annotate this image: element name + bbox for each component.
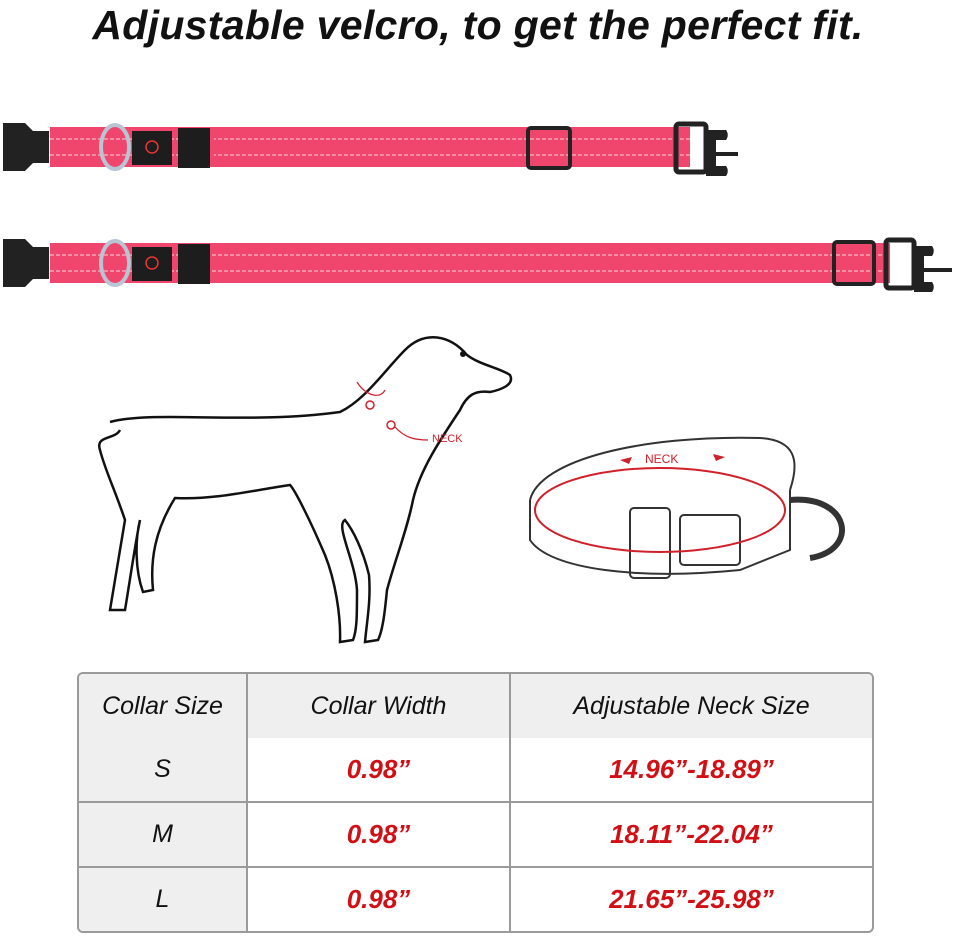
header-collar-width: Collar Width [248,674,511,738]
collar-outline-illustration [529,436,845,579]
neck-cell: 21.65”-25.98” [609,884,774,914]
table-row: L 0.98” 21.65”-25.98” [79,868,872,931]
header-neck-size: Adjustable Neck Size [511,674,872,738]
neck-cell: 18.11”-22.04” [511,803,872,868]
size-cell: S [79,738,248,803]
collar-short-image [3,121,738,176]
table-header-row: Collar Size Collar Width Adjustable Neck… [79,674,872,738]
table-row: M 0.98” 18.11”-22.04” [79,803,872,868]
size-cell: L [79,868,248,931]
neck-cell: 14.96”-18.89” [511,738,872,803]
collar-long-image [3,237,952,292]
headline: Adjustable velcro, to get the perfect fi… [92,2,864,48]
size-table: Collar Size Collar Width Adjustable Neck… [77,672,874,933]
header-collar-size: Collar Size [79,674,248,738]
table-row: S 0.98” 14.96”-18.89” [79,738,872,803]
width-cell: 0.98” [248,803,511,868]
dog-neck-label: NECK [432,433,463,445]
collar-neck-label: NECK [645,452,679,466]
dog-outline-illustration [97,336,513,644]
width-cell: 0.98” [248,868,511,931]
width-cell: 0.98” [248,738,511,803]
size-cell: M [79,803,248,868]
